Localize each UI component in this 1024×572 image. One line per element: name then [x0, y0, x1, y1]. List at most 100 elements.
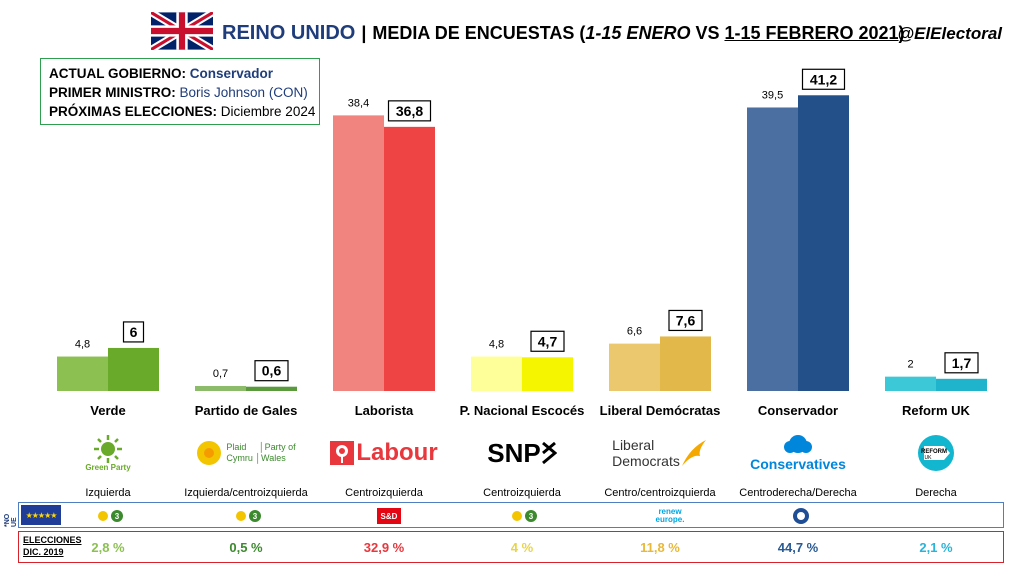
label-jan-cat-0: 4,8: [75, 339, 90, 351]
chart-title: REINO UNIDO | MEDIA DE ENCUESTAS (1-15 ENE…: [222, 22, 905, 45]
elec-2019-plaid: 0,5 %: [229, 540, 263, 555]
elections-2019-row: ELECCIONES DIC. 2019: [18, 531, 1004, 563]
plaid-logo: Plaid │Party of Cymru │Wales: [178, 428, 314, 478]
greens-badge-number: 3: [115, 512, 120, 521]
label-jan-cat-3: 4,8: [489, 339, 504, 351]
greens-efa-badge-plaid: 3: [229, 508, 269, 524]
title-period-2: 1-15 FEBRERO 2021: [724, 23, 899, 43]
ideology-plaid: Izquierda/centroizquierda: [184, 487, 308, 499]
label-jan-cat-4: 6,6: [627, 326, 642, 338]
eu-group-row: ★★★★★ 3 3 S&D 3 renew europe.: [18, 502, 1004, 528]
title-vs: VS: [690, 23, 725, 43]
pm-label: PRIMER MINISTRO:: [49, 85, 176, 100]
label-box-feb-cat-4: [668, 309, 703, 332]
ideology-reform: Derecha: [915, 487, 957, 499]
rose-icon: [330, 441, 355, 465]
label-feb-cat-1: 0,6: [262, 363, 282, 379]
greens-efa-icon: 3: [98, 510, 123, 522]
labour-logo: Labour: [316, 428, 452, 478]
bar-chart: 4,8 6 0,7 0,6 38,4 36,8 4,8 4,7 6,6 7,6 39,5 41,2 2 1…: [57, 68, 987, 391]
bar-feb-cat-5: [798, 95, 849, 391]
header: REINO UNIDO | MEDIA DE ENCUESTAS (1-15 ENE…: [0, 0, 1024, 56]
greens-efa-badge-snp: 3: [505, 508, 545, 524]
plaid-logo-text-3: Party of: [264, 442, 296, 452]
ecr-icon: [793, 508, 809, 524]
bar-jan-cat-2: [333, 115, 384, 391]
info-next-elections: PRÓXIMAS ELECCIONES: Diciembre 2024: [49, 102, 315, 121]
party-name-libdem: Liberal Demócratas: [599, 403, 721, 418]
title-separator: |: [361, 23, 367, 43]
greens-badge-number: 3: [529, 512, 534, 521]
sd-badge: S&D: [377, 508, 401, 524]
daffodil-icon: [197, 441, 222, 465]
info-prime-minister: PRIMER MINISTRO: Boris Johnson (CON): [49, 83, 311, 102]
elections-label: ELECCIONES DIC. 2019: [23, 534, 82, 558]
bar-jan-cat-1: [195, 385, 246, 391]
ideology-verde: Izquierda: [85, 487, 131, 499]
snp-mark-icon: [541, 441, 557, 465]
labour-logo-text: Labour: [356, 439, 438, 466]
elec-2019-conservative: 44,7 %: [777, 540, 819, 555]
ideology-libdem: Centro/centroizquierda: [604, 487, 716, 499]
snp-logo-text: SNP: [487, 437, 541, 468]
libdem-logo-text-2: Democrats: [612, 453, 680, 469]
label-box-feb-cat-2: [387, 100, 432, 122]
tree-icon: [784, 435, 812, 453]
plaid-logo-text-1: Plaid: [226, 442, 247, 452]
snp-logo: SNP: [454, 428, 590, 478]
reform-logo-text-2: UK: [925, 455, 933, 461]
party-name-verde: Verde: [90, 403, 126, 418]
label-jan-cat-2: 38,4: [348, 97, 369, 109]
green-party-logo: Green Party: [40, 428, 176, 478]
label-jan-cat-6: 2: [907, 359, 913, 371]
gov-value: Conservador: [189, 66, 274, 81]
label-feb-cat-2: 36,8: [396, 103, 423, 119]
greens-efa-icon: 3: [236, 510, 261, 522]
reform-logo: REFORM UK: [868, 428, 1004, 478]
party-name-plaid: Partido de Gales: [194, 403, 298, 418]
label-jan-cat-5: 39,5: [762, 89, 783, 101]
elec-2019-labour: 32,9 %: [363, 540, 405, 555]
label-feb-cat-0: 6: [130, 324, 138, 340]
elections-value: Diciembre 2024: [220, 104, 316, 119]
label-box-feb-cat-3: [530, 330, 565, 352]
label-feb-cat-3: 4,7: [538, 333, 558, 349]
uk-flag-icon: [151, 12, 213, 50]
elections-label-2: DIC. 2019: [23, 547, 64, 557]
bar-feb-cat-2: [384, 126, 435, 391]
bar-feb-cat-0: [108, 347, 159, 391]
label-feb-cat-5: 41,2: [810, 71, 837, 87]
bar-jan-cat-6: [885, 376, 936, 391]
party-name-labour: Laborista: [354, 403, 414, 418]
bar-feb-cat-4: [660, 336, 711, 391]
elec-2019-libdem: 11,8 %: [640, 540, 680, 555]
no-ue-label: *NO UE: [4, 513, 18, 527]
elections-label: PRÓXIMAS ELECCIONES:: [49, 104, 218, 119]
libdem-logo: Liberal Democrats: [592, 428, 728, 478]
bar-jan-cat-5: [747, 107, 798, 391]
label-jan-cat-1: 0,7: [213, 368, 228, 380]
gov-label: ACTUAL GOBIERNO:: [49, 66, 186, 81]
bar-jan-cat-3: [471, 356, 522, 391]
elections-label-1: ELECCIONES: [23, 535, 82, 545]
pm-value: Boris Johnson (CON): [179, 85, 308, 100]
elec-2019-reform: 2,1 %: [919, 540, 953, 555]
greens-badge-number: 3: [253, 512, 258, 521]
info-box: ACTUAL GOBIERNO: Conservador PRIMER MINI…: [40, 58, 320, 125]
conservative-logo: Conservatives: [730, 428, 866, 478]
plaid-logo-text-4: Wales: [261, 453, 286, 463]
bar-feb-cat-1: [246, 386, 297, 391]
green-sun-icon: [93, 434, 122, 463]
bar-feb-cat-6: [936, 378, 987, 391]
bar-jan-cat-4: [609, 343, 660, 391]
label-box-feb-cat-5: [801, 68, 846, 90]
title-prefix: MEDIA DE ENCUESTAS (: [372, 23, 586, 43]
party-name-conservative: Conservador: [757, 403, 839, 418]
label-feb-cat-6: 1,7: [952, 355, 972, 371]
renew-text-2: europe.: [655, 515, 685, 524]
ideology-conservative: Centroderecha/Derecha: [739, 487, 857, 499]
greens-efa-badge-verde: 3: [91, 508, 131, 524]
title-suffix: ): [898, 23, 905, 43]
conservative-logo-text: Conservatives: [750, 456, 846, 472]
bar-feb-cat-3: [522, 357, 573, 391]
